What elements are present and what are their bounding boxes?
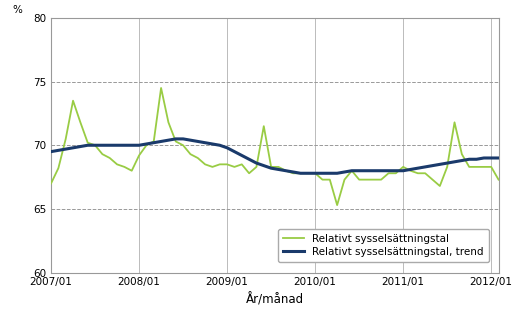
Text: %: % bbox=[12, 5, 22, 15]
Relativt sysselsättningstal, trend bbox=[48, 150, 54, 154]
Relativt sysselsättningstal, trend bbox=[452, 160, 458, 164]
Relativt sysselsättningstal bbox=[326, 178, 333, 182]
Relativt sysselsättningstal, trend bbox=[85, 144, 91, 147]
Relativt sysselsättningstal bbox=[334, 203, 340, 207]
X-axis label: År/månad: År/månad bbox=[245, 293, 304, 306]
Relativt sysselsättningstal bbox=[85, 141, 91, 144]
Line: Relativt sysselsättningstal: Relativt sysselsättningstal bbox=[51, 88, 499, 205]
Relativt sysselsättningstal, trend bbox=[334, 171, 340, 175]
Relativt sysselsättningstal, trend bbox=[297, 171, 304, 175]
Relativt sysselsättningstal, trend bbox=[173, 137, 179, 141]
Relativt sysselsättningstal, trend bbox=[136, 144, 142, 147]
Relativt sysselsättningstal bbox=[276, 165, 282, 169]
Relativt sysselsättningstal bbox=[158, 86, 164, 90]
Relativt sysselsättningstal, trend bbox=[496, 156, 502, 160]
Relativt sysselsättningstal bbox=[173, 139, 179, 143]
Relativt sysselsättningstal bbox=[452, 120, 458, 124]
Relativt sysselsättningstal, trend bbox=[276, 168, 282, 171]
Relativt sysselsättningstal bbox=[136, 154, 142, 157]
Line: Relativt sysselsättningstal, trend: Relativt sysselsättningstal, trend bbox=[51, 139, 499, 173]
Relativt sysselsättningstal bbox=[48, 182, 54, 185]
Legend: Relativt sysselsättningstal, Relativt sysselsättningstal, trend: Relativt sysselsättningstal, Relativt sy… bbox=[278, 229, 489, 262]
Relativt sysselsättningstal, trend bbox=[166, 138, 172, 142]
Relativt sysselsättningstal bbox=[496, 178, 502, 182]
